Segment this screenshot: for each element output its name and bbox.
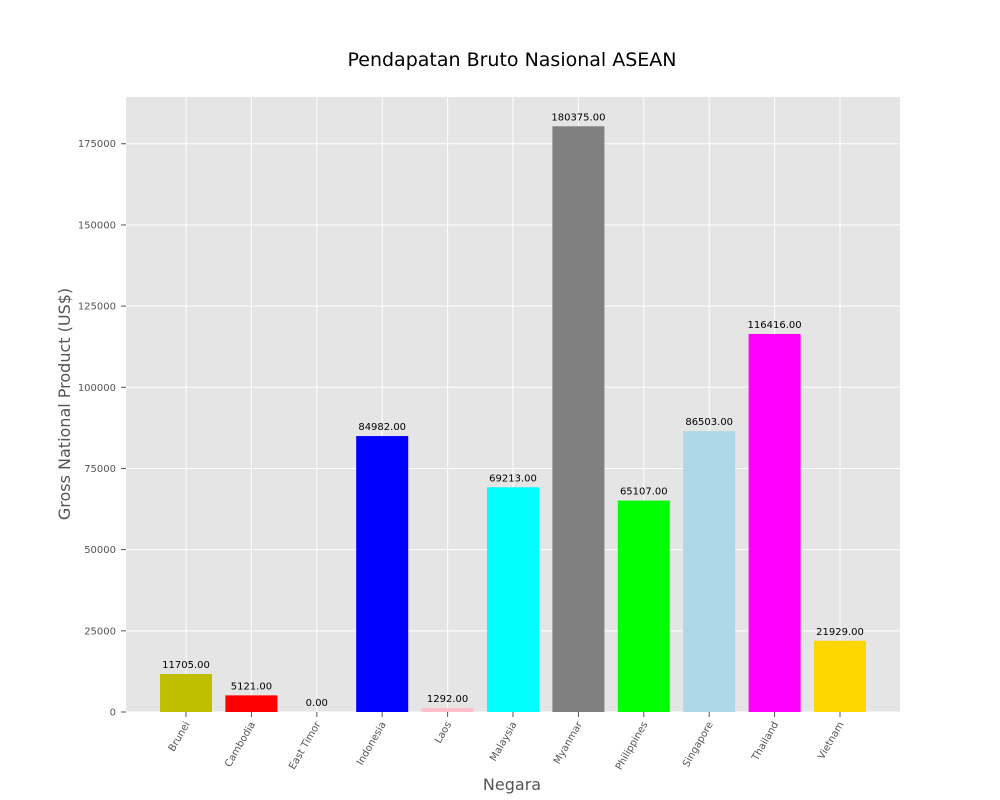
x-tick-label: Myanmar (552, 719, 585, 766)
chart-title: Pendapatan Bruto Nasional ASEAN (347, 49, 676, 71)
data-label: 11705.00 (162, 660, 210, 671)
data-label: 69213.00 (489, 473, 537, 484)
bar-cambodia (225, 695, 278, 712)
bar-myanmar (552, 126, 605, 712)
data-label: 65107.00 (620, 487, 668, 498)
bar-brunei (160, 673, 212, 712)
x-tick-label: Philippines (614, 720, 650, 772)
x-tick-label: Malaysia (488, 720, 519, 763)
y-axis-ticks: 0 25000 50000 75000 100000 125000 150000 175000 (78, 139, 126, 719)
x-tick-label: East Timor (287, 719, 324, 771)
y-tick-label: 125000 (78, 302, 116, 313)
y-tick-label: 100000 (78, 383, 116, 394)
data-label: 1292.00 (427, 694, 468, 705)
y-tick-label: 25000 (84, 626, 116, 637)
bar-vietnam (814, 640, 866, 712)
x-tick-label: Brunei (167, 720, 193, 754)
bars (160, 126, 866, 712)
data-label: 0.00 (306, 698, 328, 709)
data-label: 21929.00 (816, 627, 864, 638)
x-tick-label: Singapore (681, 720, 716, 769)
x-axis-label: Negara (483, 775, 541, 794)
y-tick-label: 0 (110, 708, 116, 719)
y-tick-label: 175000 (78, 139, 116, 150)
data-labels: 11705.00 5121.00 0.00 84982.00 1292.00 69213.… (162, 112, 864, 709)
x-tick-label: Laos (433, 720, 454, 745)
x-axis-ticks: Brunei Cambodia East Timor Indonesia Laos Mal… (167, 712, 847, 772)
bar-malaysia (487, 487, 539, 712)
data-label: 86503.00 (685, 417, 733, 428)
y-tick-label: 75000 (84, 464, 116, 475)
bar-laos (421, 707, 474, 712)
y-tick-label: 50000 (84, 545, 116, 556)
y-tick-label: 150000 (78, 220, 116, 231)
x-tick-label: Thailand (750, 720, 782, 764)
bar-thailand (748, 333, 801, 712)
data-label: 5121.00 (231, 681, 272, 692)
bar-philippines (617, 500, 670, 712)
x-tick-label: Cambodia (223, 720, 258, 769)
data-label: 84982.00 (358, 422, 406, 433)
bar-singapore (683, 431, 736, 712)
data-label: 180375.00 (551, 112, 605, 123)
bar-indonesia (356, 436, 409, 712)
data-label: 116416.00 (748, 320, 802, 331)
x-tick-label: Vietnam (816, 720, 846, 762)
x-tick-label: Indonesia (355, 720, 389, 767)
y-axis-label: Gross National Product (US$) (55, 288, 74, 520)
